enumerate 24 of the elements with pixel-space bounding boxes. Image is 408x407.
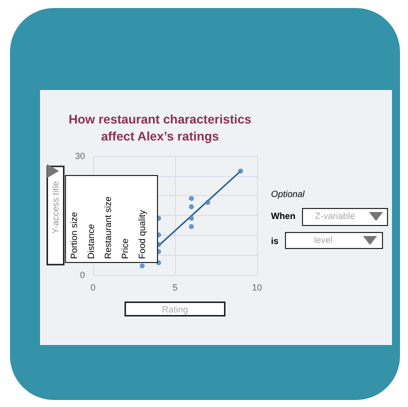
select-field: level [285, 232, 383, 249]
text: When [271, 211, 296, 221]
point [188, 196, 194, 201]
x-tick-label: 5 [172, 282, 178, 292]
point [140, 263, 145, 268]
annotation: Restaurant size [103, 195, 114, 261]
select-field: Z-variable [302, 208, 388, 226]
x-tick-label: 0 [90, 282, 96, 292]
y-tick-label: 30 [74, 151, 85, 161]
chart-title: How restaurant characteristics affect Alex’s ratings [68, 112, 252, 144]
point [188, 224, 194, 230]
annotation: Distance [86, 222, 97, 261]
point [188, 216, 194, 221]
text: Optional [271, 189, 305, 199]
text: is [271, 236, 279, 246]
point [188, 204, 194, 210]
text: Portion size [69, 212, 79, 259]
x-axis-title: Rating [162, 304, 188, 314]
y-axis-title: Y-access title [50, 181, 60, 234]
annotation: Price [120, 237, 131, 261]
annotation: Food quality [137, 208, 148, 261]
point [205, 200, 210, 205]
x-tick-label: 10 [252, 282, 262, 292]
point [238, 168, 244, 174]
